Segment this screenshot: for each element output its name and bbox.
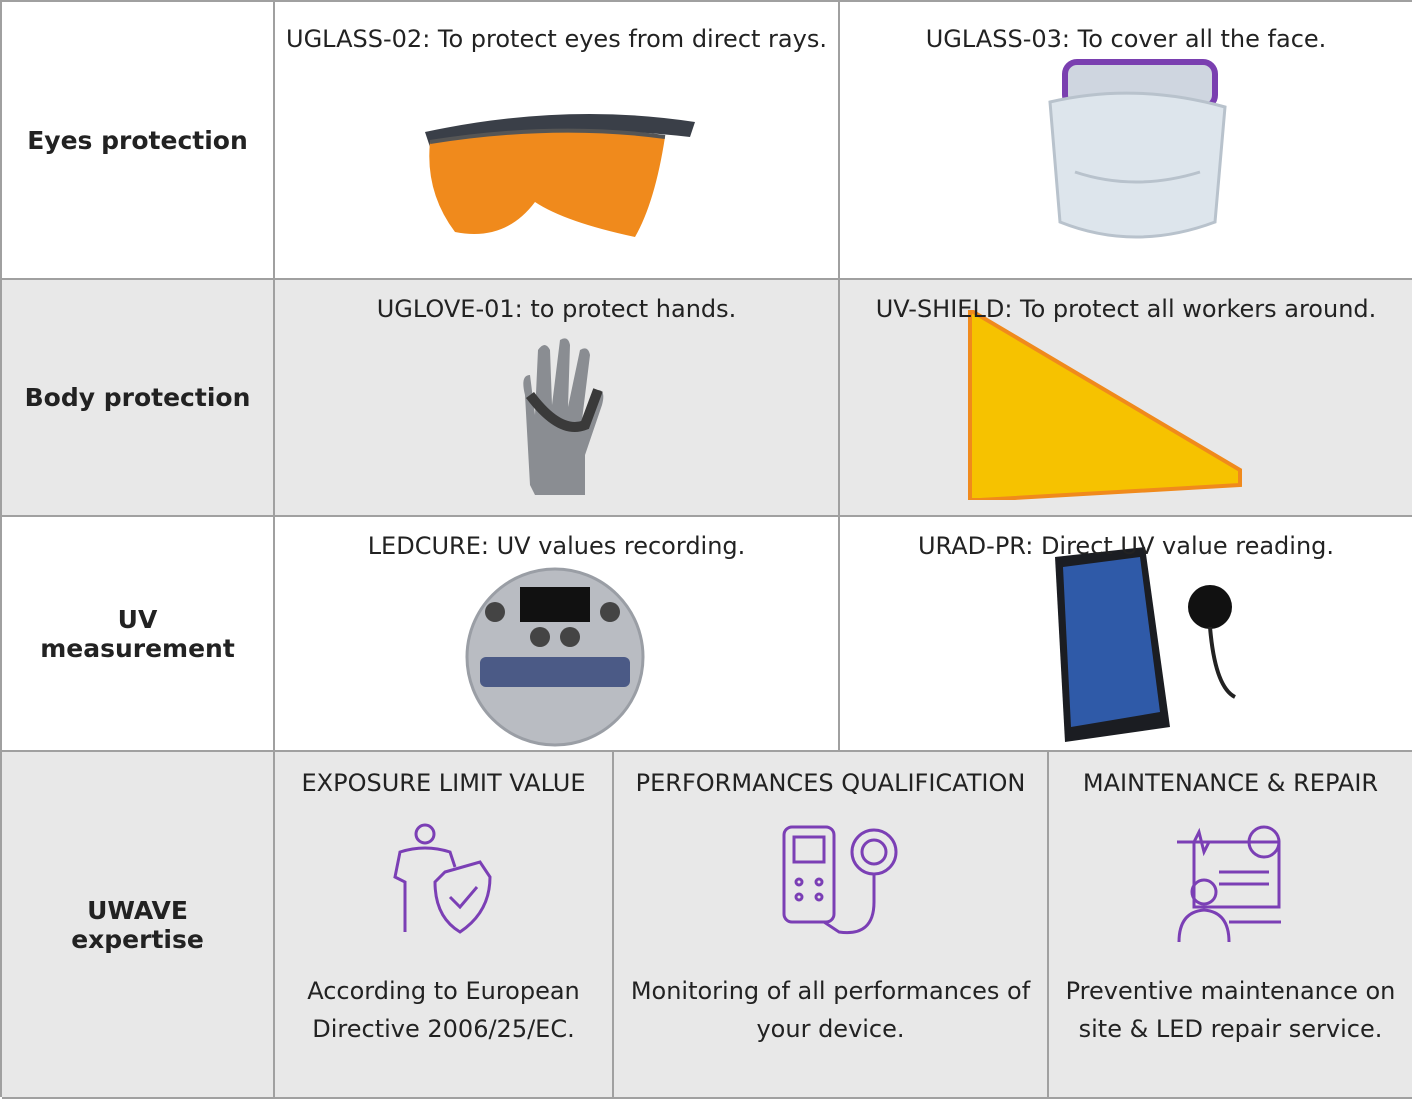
expertise-text: Monitoring of all performances of your d…	[630, 977, 1031, 1043]
expertise-cell: MAINTENANCE & REPAIR Preventive maintena…	[1049, 752, 1412, 1099]
expertise-text: According to European Directive 2006/25/…	[307, 977, 580, 1043]
exposure-icon	[393, 823, 492, 934]
row-label: UWAVE expertise	[2, 752, 275, 1099]
product-cell: LEDCURE: UV values recording.	[275, 517, 840, 752]
expertise-title: PERFORMANCES QUALIFICATION	[635, 769, 1026, 797]
caption: UGLASS-02: To protect eyes from direct r…	[286, 25, 827, 53]
expertise-text: Preventive maintenance on site & LED rep…	[1065, 977, 1396, 1043]
expertise-cell: EXPOSURE LIMIT VALUE According to Europe…	[275, 752, 614, 1099]
phone-image	[1055, 547, 1237, 742]
product-cell: UGLOVE-01: to protect hands.	[275, 280, 840, 517]
row-label: Eyes protection	[2, 2, 275, 280]
expertise-cell: PERFORMANCES QUALIFICATION Monitoring of…	[614, 752, 1049, 1099]
expertise-title: EXPOSURE LIMIT VALUE	[301, 769, 586, 797]
caption: LEDCURE: UV values recording.	[367, 532, 746, 560]
face-shield-image	[1048, 59, 1227, 239]
caption: URAD-PR: Direct UV value reading.	[917, 532, 1335, 560]
product-cell: UGLASS-02: To protect eyes from direct r…	[275, 2, 840, 280]
row-label: UV measurement	[2, 517, 275, 752]
expertise-title: MAINTENANCE & REPAIR	[1082, 769, 1379, 797]
glasses-image	[425, 114, 695, 237]
caption: UGLOVE-01: to protect hands.	[376, 295, 737, 323]
uv-shield-image	[968, 310, 1242, 500]
caption: UV-SHIELD: To protect all workers around…	[875, 295, 1377, 323]
product-cell: UV-SHIELD: To protect all workers around…	[840, 280, 1412, 517]
row-label: Body protection	[2, 280, 275, 517]
product-cell: URAD-PR: Direct UV value reading.	[840, 517, 1412, 752]
radiometer-image	[465, 567, 645, 747]
maintenance-icon	[1177, 825, 1281, 943]
glove-image	[523, 338, 604, 495]
caption: UGLASS-03: To cover all the face.	[925, 25, 1327, 53]
performance-icon	[782, 825, 898, 935]
product-cell: UGLASS-03: To cover all the face.	[840, 2, 1412, 280]
